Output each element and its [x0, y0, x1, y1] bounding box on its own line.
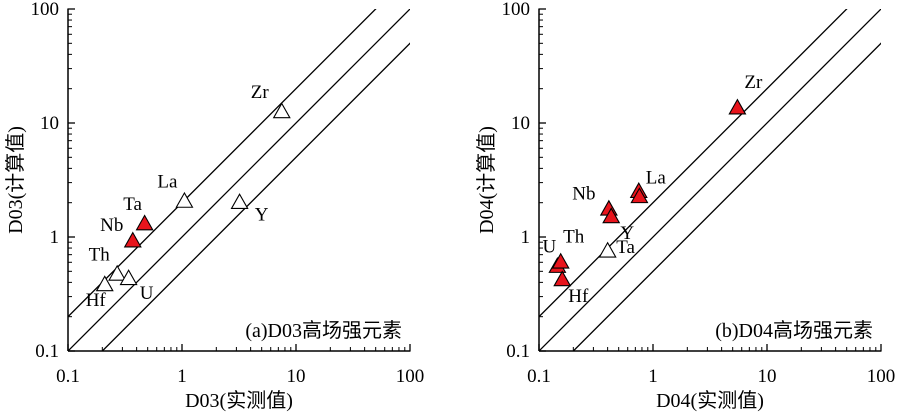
x-tick-label: 1 — [648, 366, 658, 387]
x-tick-label: 100 — [867, 366, 896, 387]
point-label-u: U — [543, 237, 557, 258]
point-label-th: Th — [89, 244, 111, 265]
x-tick-label: 10 — [758, 366, 777, 387]
marker-ta — [135, 214, 154, 231]
marker-hf — [95, 275, 114, 292]
panel-title: (b)D04高场强元素 — [715, 319, 873, 342]
point-label-la: La — [646, 168, 667, 189]
marker-th — [551, 252, 570, 269]
marker-nb — [123, 231, 142, 248]
marker-y — [602, 207, 621, 224]
point-label-th: Th — [563, 226, 585, 247]
point-label-zr: Zr — [251, 82, 270, 103]
point-label-la: La — [157, 171, 178, 192]
panel-title: (a)D03高场强元素 — [245, 319, 402, 342]
x-tick-label: 10 — [287, 366, 306, 387]
panel-b: 0.1 0.1 1 1 10 10 100 100 D04(实测值) D04(计算值) (b)D04… — [475, 0, 896, 412]
y-tick-label: 10 — [40, 113, 59, 134]
y-axis-label: D04(计算值) — [475, 126, 498, 234]
x-tick-label: 1 — [177, 366, 187, 387]
y-tick-label: 1 — [521, 227, 531, 248]
point-label-ta: Ta — [616, 237, 635, 258]
marker-u — [119, 269, 138, 286]
point-label-nb: Nb — [100, 215, 123, 236]
marker-th — [108, 264, 127, 281]
marker-y — [230, 193, 249, 210]
y-tick-label: 10 — [511, 113, 530, 134]
marker-ta — [598, 241, 617, 258]
reference-line-2 — [68, 9, 410, 351]
y-tick-label: 1 — [50, 227, 60, 248]
y-tick-label: 100 — [31, 0, 60, 20]
x-tick-label: 0.1 — [56, 366, 80, 387]
reference-lines — [539, 9, 881, 351]
point-label-ta: Ta — [123, 194, 142, 215]
y-tick-label: 100 — [502, 0, 531, 20]
panel-a: 0.1 0.1 1 1 10 10 100 100 D03(实测值) D03(计算值) (a)D03… — [4, 0, 425, 412]
y-axis-label: D03(计算值) — [4, 126, 27, 234]
marker-la — [630, 187, 649, 204]
point-label-zr: Zr — [744, 72, 763, 93]
y-tick-label: 0.1 — [506, 341, 530, 362]
point-label-u: U — [140, 283, 154, 304]
reference-line-1 — [539, 9, 848, 318]
point-label-hf: Hf — [86, 290, 107, 311]
reference-line-3 — [101, 42, 410, 351]
x-tick-label: 100 — [396, 366, 425, 387]
marker-zr — [728, 98, 747, 115]
marker-zr — [272, 102, 291, 119]
point-label-y: Y — [255, 205, 269, 226]
reference-line-3 — [572, 42, 881, 351]
point-label-hf: Hf — [568, 286, 589, 307]
x-tick-label: 0.1 — [527, 366, 551, 387]
point-label-nb: Nb — [572, 183, 595, 204]
x-axis-label: D03(实测值) — [185, 389, 293, 412]
marker-hf — [553, 270, 572, 287]
y-tick-label: 0.1 — [35, 341, 59, 362]
reference-line-2 — [539, 9, 881, 351]
marker-la — [175, 191, 194, 208]
x-axis-label: D04(实测值) — [656, 389, 764, 412]
point-label-y: Y — [620, 223, 634, 244]
